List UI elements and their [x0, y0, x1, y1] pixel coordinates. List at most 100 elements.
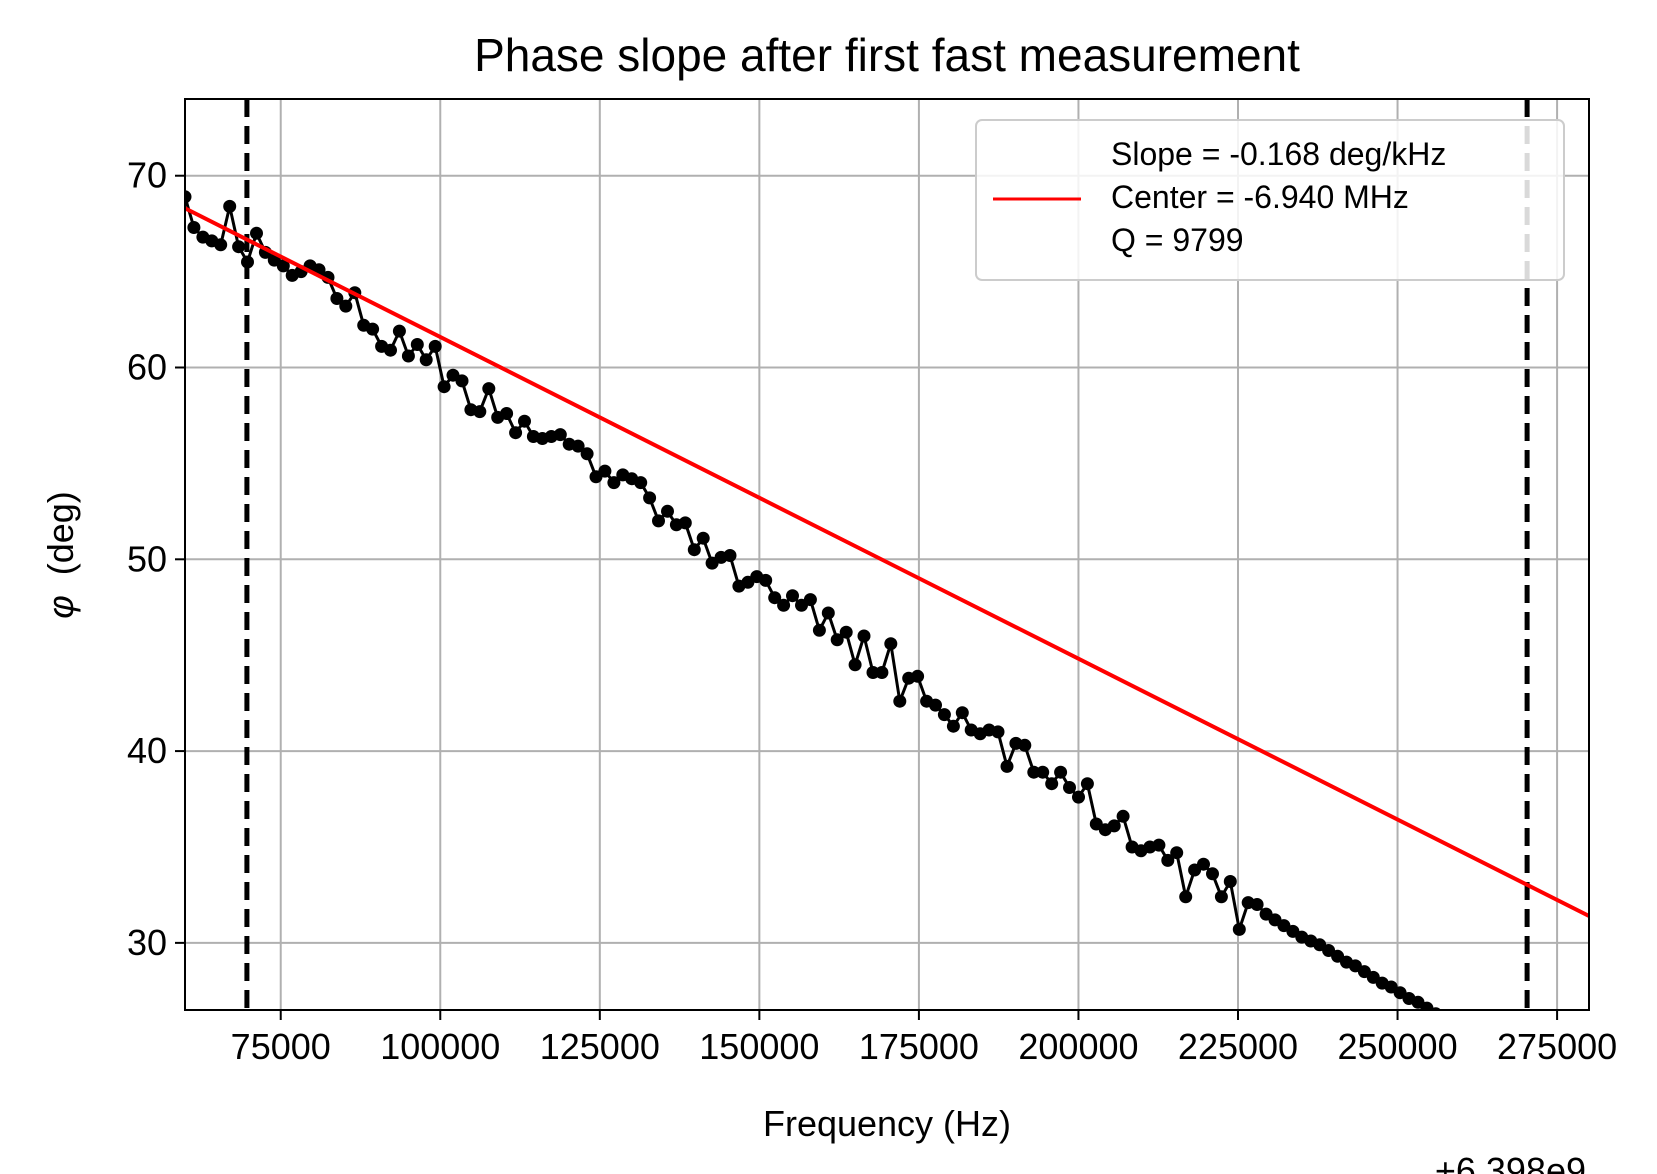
data-point: [473, 405, 487, 419]
data-point: [455, 374, 469, 388]
data-point: [1581, 1094, 1594, 1107]
data-point: [643, 491, 657, 505]
data-point: [1214, 890, 1228, 904]
data-point: [768, 591, 782, 605]
data-point: [1250, 898, 1264, 911]
data-point: [1179, 890, 1193, 904]
x-tick-label: 75000: [231, 1026, 331, 1067]
data-point: [366, 322, 380, 336]
data-point: [1045, 777, 1059, 791]
y-tick-label: 70: [127, 155, 167, 196]
y-tick-label: 50: [127, 538, 167, 579]
data-point: [410, 338, 424, 351]
data-point: [937, 708, 951, 722]
data-point: [955, 706, 969, 720]
x-tick-label: 250000: [1337, 1026, 1457, 1067]
data-point: [185, 190, 192, 204]
data-point: [759, 573, 773, 587]
data-point: [1223, 875, 1237, 888]
plot-frame: [184, 98, 1590, 1011]
y-tick-label: 30: [127, 922, 167, 963]
data-point: [500, 407, 514, 420]
data-point: [187, 221, 201, 234]
data-point: [866, 666, 880, 679]
x-tick-label: 125000: [540, 1026, 660, 1067]
data-point: [241, 255, 254, 269]
data-point: [848, 658, 862, 672]
data-point: [428, 339, 442, 353]
data-point: [250, 226, 263, 240]
data-point: [553, 428, 567, 442]
data-point: [1080, 777, 1094, 791]
data-point: [276, 259, 290, 273]
data-point: [812, 623, 826, 637]
data-point: [1107, 819, 1121, 833]
y-axis-label: φ (deg): [40, 491, 81, 619]
data-point: [419, 353, 433, 367]
data-point: [509, 426, 523, 440]
data-point: [875, 666, 889, 679]
data-point: [1438, 1011, 1451, 1024]
data-point: [1036, 765, 1050, 779]
data-point: [223, 199, 237, 213]
data-point: [1456, 1023, 1469, 1036]
data-point: [1572, 1090, 1585, 1103]
y-axis-ticks: 30 40 50 60 70: [127, 155, 185, 963]
data-point: [1161, 853, 1175, 867]
data-point: [1537, 1069, 1550, 1082]
x-tick-label: 175000: [859, 1026, 979, 1067]
data-point: [821, 606, 835, 620]
data-point: [384, 343, 397, 357]
data-point: [777, 598, 791, 612]
data-point: [678, 516, 692, 530]
fit-line: [185, 206, 1589, 918]
data-point: [1000, 759, 1014, 773]
y-axis-unit: (deg): [40, 491, 81, 575]
data-point: [911, 669, 925, 683]
data-point: [1072, 790, 1085, 804]
data-point: [1063, 781, 1076, 794]
data-point: [857, 629, 871, 643]
data-point: [1420, 1001, 1434, 1010]
data-point: [607, 476, 621, 490]
data-point: [1232, 922, 1246, 936]
data-point: [803, 593, 817, 607]
data-point: [893, 694, 907, 708]
legend-box: [975, 119, 1565, 281]
data-point: [1170, 846, 1184, 860]
x-tick-label: 150000: [699, 1026, 819, 1067]
data-point: [1152, 838, 1166, 852]
data-point: [1563, 1084, 1576, 1097]
data-point: [1054, 765, 1068, 779]
data-point: [1018, 738, 1032, 752]
data-point: [884, 637, 898, 651]
data-point: [1474, 1032, 1487, 1045]
legend-slope-text: Slope = -0.168 deg/kHz: [1111, 136, 1446, 172]
data-point: [687, 543, 701, 557]
data-point: [482, 382, 496, 396]
y-tick-label: 60: [127, 347, 167, 388]
data-point: [1554, 1078, 1567, 1091]
data-point: [571, 439, 585, 453]
x-tick-label: 100000: [380, 1026, 500, 1067]
legend-q-text: Q = 9799: [1111, 222, 1244, 258]
data-point: [723, 549, 737, 562]
data-point: [786, 589, 799, 603]
data-point: [661, 504, 674, 518]
y-axis-symbol: φ: [40, 595, 81, 618]
data-point: [518, 414, 531, 428]
data-point: [232, 240, 246, 254]
data-point: [830, 633, 844, 647]
data-point: [1465, 1027, 1478, 1040]
data-point: [214, 238, 228, 252]
x-axis-ticks: 75000 100000 125000 150000 175000 200000 22500…: [231, 1010, 1617, 1067]
data-point: [696, 531, 710, 545]
x-axis-label: Frequency (Hz): [763, 1103, 1011, 1144]
data-point: [401, 349, 415, 363]
data-point: [437, 380, 451, 394]
data-series: [185, 190, 1594, 1107]
data-point: [1483, 1038, 1496, 1051]
legend-center-text: Center = -6.940 MHz: [1111, 179, 1409, 215]
data-point: [339, 299, 353, 313]
